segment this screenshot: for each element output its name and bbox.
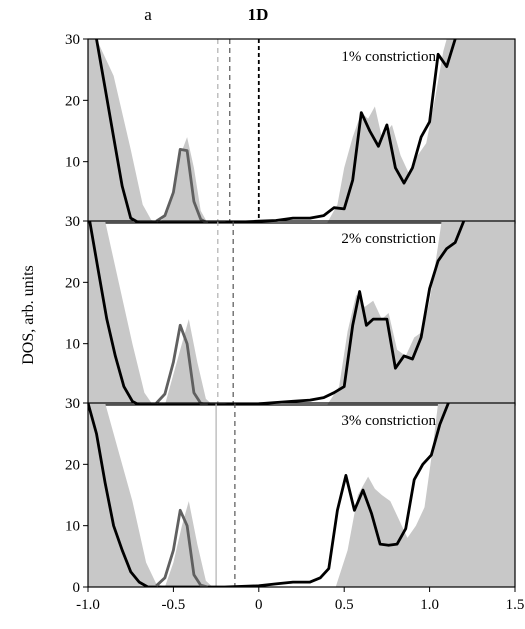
y-tick-label: 20 (65, 93, 80, 109)
panel-1: 10 20 30 1% constriction (65, 32, 516, 224)
series-main-line (88, 221, 466, 405)
x-tick-label: -0.5 (162, 597, 186, 613)
y-tick-label: 0 (73, 580, 81, 596)
x-tick-label: 0.5 (335, 597, 354, 613)
y-tick-label: 30 (65, 214, 80, 230)
series-left-line (155, 508, 208, 587)
panel-letter: a (144, 5, 152, 24)
chart-panels: 10 20 30 1% constriction 10 20 30 2% constricti… (65, 32, 516, 596)
y-tick-label: 10 (65, 519, 80, 535)
panel-plot-area (88, 39, 515, 223)
shaded-dos-area (88, 403, 515, 587)
figure-heading: 1D (248, 5, 269, 24)
y-tick-label: 20 (65, 275, 80, 291)
shaded-dos-area (88, 39, 515, 223)
y-tick-label: 30 (65, 396, 80, 412)
panel-plot-area (88, 403, 515, 587)
y-tick-label: 10 (65, 337, 80, 353)
x-tick-label: 0 (255, 597, 263, 613)
x-axis: -1.0 -0.5 0 0.5 1.0 1.5 (76, 587, 524, 613)
series-main-line (88, 403, 450, 587)
y-tick-label: 10 (65, 155, 80, 171)
panel-annotation: 3% constriction (341, 413, 436, 429)
panel-annotation: 1% constriction (341, 49, 436, 65)
panel-3: 0 10 20 30 3% constriction (65, 396, 516, 596)
series-left-line (155, 147, 209, 223)
y-axis-label: DOS, arb. units (20, 265, 37, 365)
y-tick-label: 30 (65, 32, 80, 48)
y-tick-label: 20 (65, 457, 80, 473)
panel-frame (87, 38, 516, 224)
panel-frame (87, 402, 516, 588)
x-tick-label: 1.5 (506, 597, 525, 613)
shaded-dos-area (88, 221, 515, 405)
panel-frame (87, 220, 516, 406)
panel-annotation: 2% constriction (341, 231, 436, 247)
panel-plot-area (88, 221, 515, 405)
x-tick-label: -1.0 (76, 597, 100, 613)
series-left-line (155, 323, 208, 405)
x-tick-label: 1.0 (420, 597, 439, 613)
panel-2: 10 20 30 2% constriction (65, 214, 516, 406)
